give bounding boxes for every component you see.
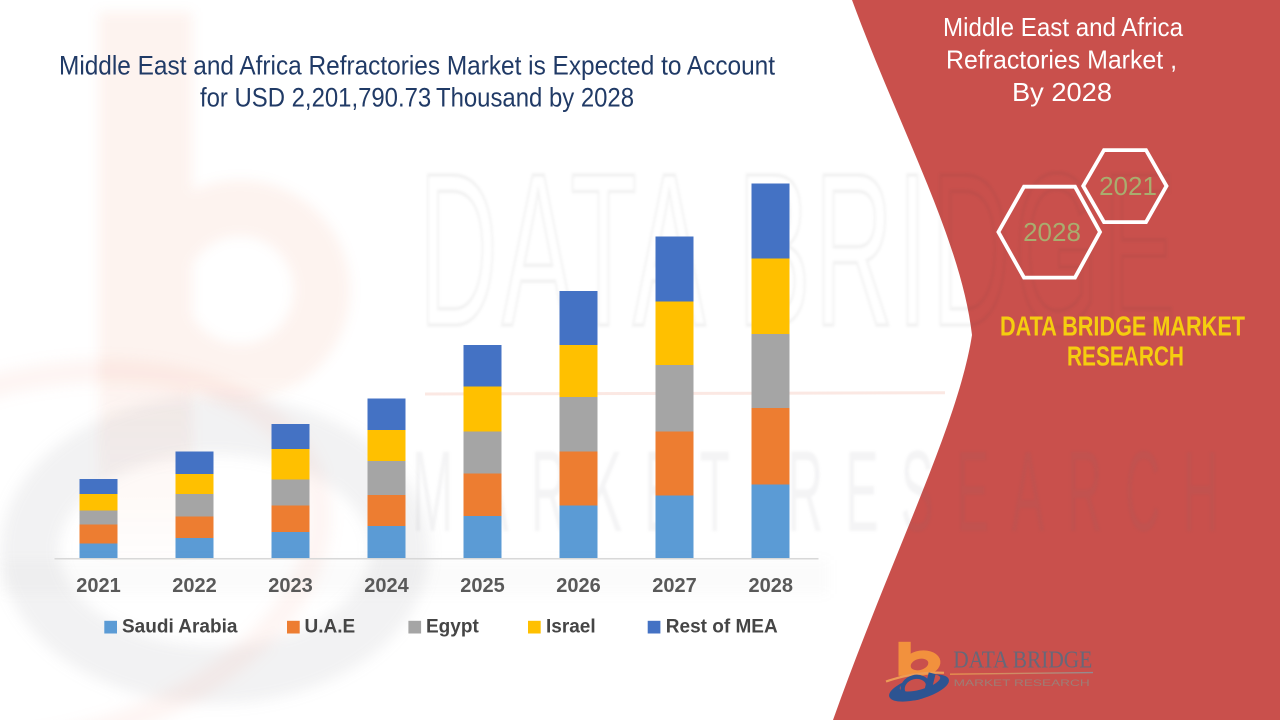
svg-text:DATA BRIDGE: DATA BRIDGE: [419, 128, 1180, 372]
svg-text:Rest of MEA: Rest of MEA: [666, 617, 778, 638]
svg-text:MARKET RESEARCH: MARKET RESEARCH: [412, 427, 1241, 556]
svg-text:2026: 2026: [556, 575, 601, 597]
svg-text:2021: 2021: [1099, 171, 1157, 201]
svg-text:Egypt: Egypt: [426, 617, 479, 638]
svg-text:2022: 2022: [172, 575, 217, 597]
svg-text:2028: 2028: [749, 575, 794, 597]
svg-text:2024: 2024: [364, 575, 409, 597]
svg-text:DATA BRIDGE: DATA BRIDGE: [953, 648, 1092, 674]
svg-text:2021: 2021: [76, 575, 121, 597]
svg-text:2027: 2027: [652, 575, 697, 597]
svg-text:2028: 2028: [1023, 217, 1081, 247]
svg-text:2025: 2025: [460, 575, 505, 597]
svg-text:Middle East and Africa: Middle East and Africa: [943, 12, 1183, 42]
svg-text:Refractories Market ,: Refractories Market ,: [946, 45, 1177, 75]
svg-text:U.A.E: U.A.E: [305, 617, 356, 638]
svg-text:for USD 2,201,790.73 Thousand: for USD 2,201,790.73 Thousand by 2028: [200, 83, 634, 113]
svg-text:By 2028: By 2028: [1012, 77, 1112, 107]
svg-text:RESEARCH: RESEARCH: [1067, 341, 1184, 372]
svg-text:Middle East and Africa Refract: Middle East and Africa Refractories Mark…: [59, 51, 775, 81]
svg-text:Saudi Arabia: Saudi Arabia: [122, 617, 238, 638]
svg-text:Israel: Israel: [546, 617, 596, 638]
svg-text:MARKET RESEARCH: MARKET RESEARCH: [954, 678, 1090, 688]
svg-text:2023: 2023: [268, 575, 313, 597]
svg-text:DATA BRIDGE MARKET: DATA BRIDGE MARKET: [1000, 311, 1245, 342]
